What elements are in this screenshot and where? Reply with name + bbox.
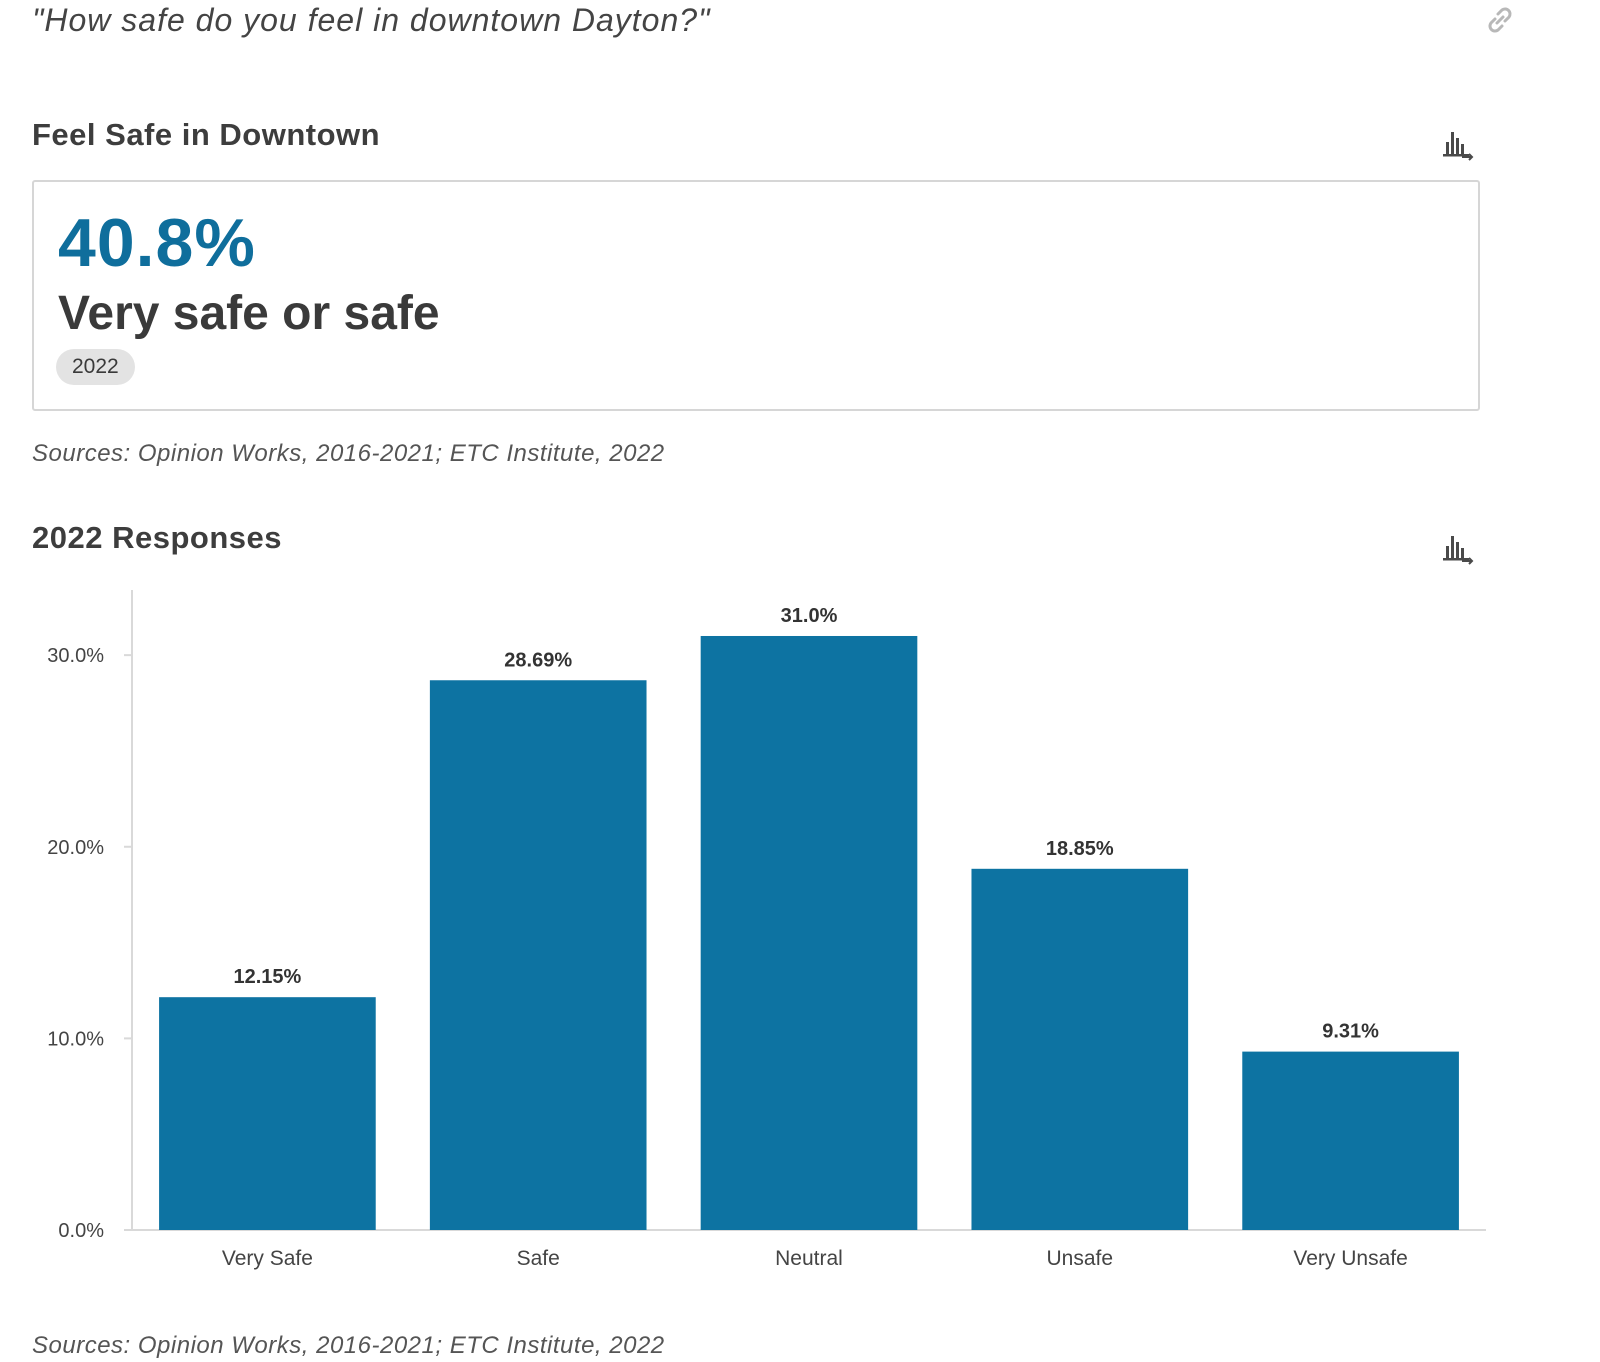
bar-very-unsafe[interactable] [1242,1051,1459,1230]
x-tick-label: Very Safe [222,1247,313,1270]
y-tick-label: 20.0% [47,837,104,859]
bar-chart-export-icon[interactable] [1440,126,1476,162]
year-badge: 2022 [56,349,135,385]
x-tick-label: Very Unsafe [1293,1247,1407,1270]
data-label: 9.31% [1322,1021,1379,1043]
y-tick-label: 0.0% [58,1220,104,1242]
chart-sources: Sources: Opinion Works, 2016-2021; ETC I… [32,1332,665,1359]
y-tick-label: 10.0% [47,1028,104,1050]
kpi-section-title: Feel Safe in Downtown [32,117,381,152]
data-label: 28.69% [504,649,572,671]
bar-chart: 0.0% 10.0% 20.0% 30.0% 12.15% Very Safe 28.69%… [47,590,1486,1270]
kpi-value: 40.8% [58,205,256,281]
data-label: 12.15% [233,966,301,988]
bar-neutral[interactable] [700,635,918,1230]
y-tick-label: 30.0% [47,645,104,667]
bar-safe[interactable] [429,680,647,1230]
bar-chart-export-icon[interactable] [1440,530,1476,566]
data-label: 18.85% [1046,838,1114,860]
kpi-label: Very safe or safe [58,287,440,340]
bar-very-safe[interactable] [159,997,376,1230]
x-tick-label: Neutral [775,1247,843,1270]
link-icon[interactable] [1482,2,1518,38]
data-label: 31.0% [781,605,838,627]
question-heading: "How safe do you feel in downtown Dayton… [32,2,711,38]
x-tick-label: Safe [517,1247,560,1270]
bar-unsafe[interactable] [971,868,1189,1230]
x-tick-label: Unsafe [1047,1247,1114,1270]
kpi-sources: Sources: Opinion Works, 2016-2021; ETC I… [32,440,665,467]
chart-section-title: 2022 Responses [32,520,282,555]
kpi-card: 40.8% Very safe or safe 2022 [32,180,1480,411]
